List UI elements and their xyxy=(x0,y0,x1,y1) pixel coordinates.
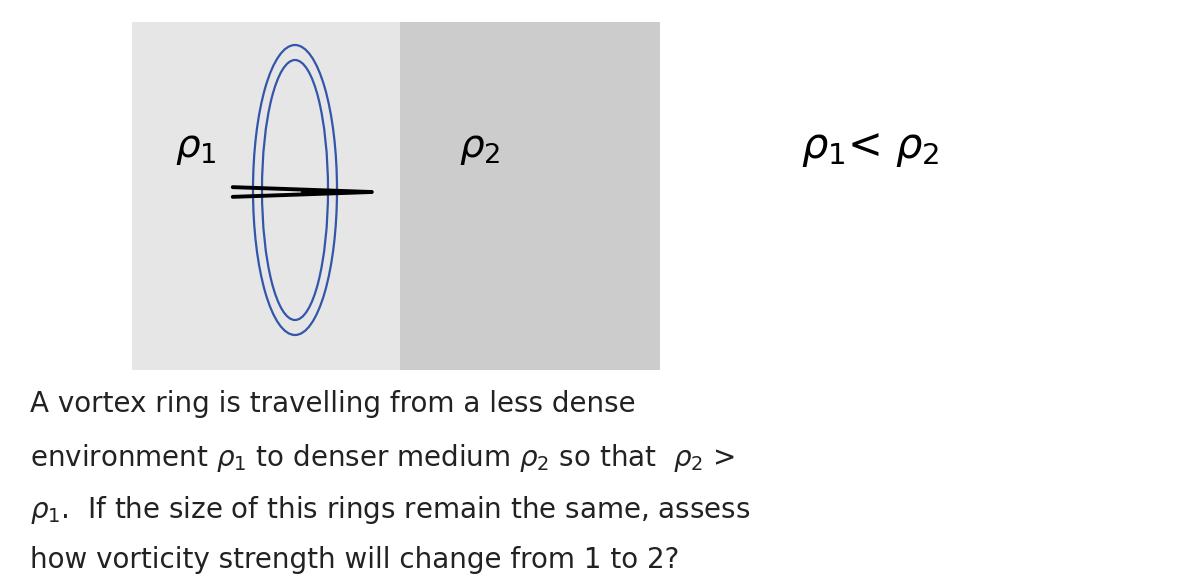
Text: $\rho_1$< $\rho_2$: $\rho_1$< $\rho_2$ xyxy=(800,127,940,169)
Bar xyxy=(132,22,400,370)
Bar xyxy=(400,22,660,370)
Text: environment $\rho_1$ to denser medium $\rho_2$ so that  $\rho_2$ >: environment $\rho_1$ to denser medium $\… xyxy=(30,442,736,474)
Text: $\rho_1$.  If the size of this rings remain the same, assess: $\rho_1$. If the size of this rings rema… xyxy=(30,494,750,526)
Text: A vortex ring is travelling from a less dense: A vortex ring is travelling from a less … xyxy=(30,390,636,418)
Text: $\rho_2$: $\rho_2$ xyxy=(460,129,500,167)
Text: how vorticity strength will change from 1 to 2?: how vorticity strength will change from … xyxy=(30,546,679,574)
Text: $\rho_1$: $\rho_1$ xyxy=(175,129,217,167)
